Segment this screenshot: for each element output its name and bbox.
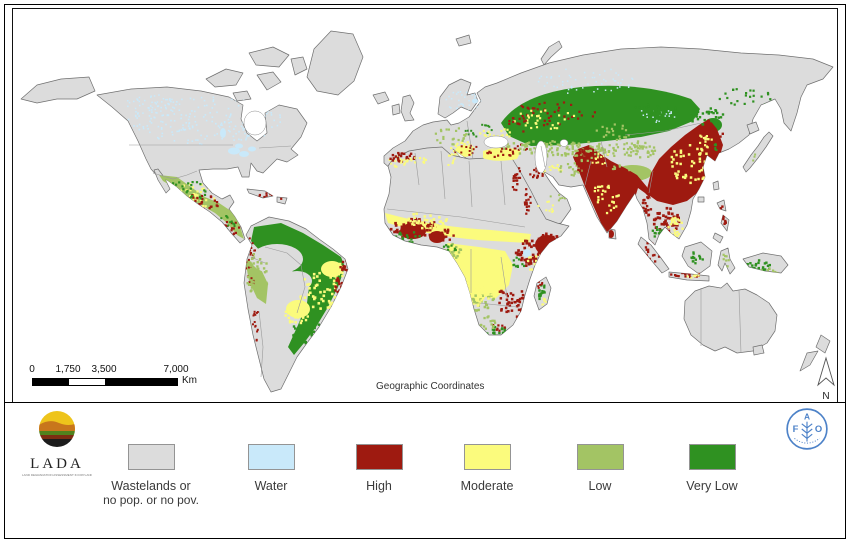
panel-divider [4, 402, 846, 403]
world-map: N [20, 30, 835, 402]
lakes [220, 98, 531, 257]
legend-item-high: High [319, 444, 439, 493]
svg-text:A: A [804, 412, 810, 422]
landmass-australia [683, 282, 778, 354]
north-arrow: N [817, 356, 835, 402]
scale-unit: Km [182, 375, 197, 386]
projection-label: Geographic Coordinates [376, 381, 485, 392]
legend-swatch-very-low [688, 444, 736, 470]
legend-item-wastelands: Wastelands or no pop. or no pov. [91, 444, 211, 507]
legend-swatch-high [355, 444, 403, 470]
scale-bar-segments [32, 378, 178, 386]
svg-text:F: F [793, 423, 799, 434]
scale-bar: 0 1,750 3,500 7,000 Km [29, 364, 230, 394]
wheat-icon [801, 421, 813, 442]
landmass-greenland [306, 30, 364, 96]
legend-swatch-wastelands [127, 444, 175, 470]
lada-tagline: LAND DEGRADATION ASSESSMENT IN DRYLANDS [22, 473, 92, 477]
legend-item-moderate: Moderate [427, 444, 547, 493]
figure-frame [4, 4, 846, 539]
legend-label-moderate: Moderate [460, 479, 514, 493]
legend-item-very-low: Very Low [652, 444, 772, 493]
map-panel: N [12, 8, 838, 403]
legend-label-low: Low [588, 479, 612, 493]
north-label: N [822, 391, 829, 402]
landmass-iceland [372, 91, 390, 105]
lada-acronym: LADA [30, 456, 84, 472]
country-borders [129, 120, 742, 378]
fao-logo: F A O [784, 406, 830, 452]
legend-swatch-water [247, 444, 295, 470]
landmasses [20, 30, 834, 393]
legend-item-low: Low [540, 444, 660, 493]
legend-item-water: Water [211, 444, 331, 493]
legend-label-water: Water [254, 479, 288, 493]
scale-tick-7000: 7,000 [163, 364, 189, 375]
fao-logo-mark: F A O [786, 408, 828, 450]
legend-label-very-low: Very Low [686, 479, 738, 493]
landmass-alaska [20, 76, 96, 104]
scale-tick-0: 0 [29, 364, 35, 375]
legend-label-wastelands-line2: no pop. or no pov. [103, 493, 199, 507]
legend-swatch-low [576, 444, 624, 470]
scale-tick-3500: 3,500 [91, 364, 117, 375]
scale-tick-1750: 1,750 [55, 364, 81, 375]
lada-logo: LADA LAND DEGRADATION ASSESSMENT IN DRYL… [22, 410, 92, 477]
landmass-scandinavia [437, 78, 479, 119]
svg-text:O: O [815, 423, 822, 434]
region-amazon-gray [251, 244, 312, 291]
legend-label-wastelands-line1: Wastelands or [111, 479, 191, 493]
lada-logo-mark [39, 411, 75, 447]
thematic-overlays [127, 68, 779, 355]
landmass-japan [742, 131, 774, 173]
inland-seas [243, 110, 569, 174]
legend-swatch-moderate [463, 444, 511, 470]
legend-label-high: High [366, 479, 392, 493]
